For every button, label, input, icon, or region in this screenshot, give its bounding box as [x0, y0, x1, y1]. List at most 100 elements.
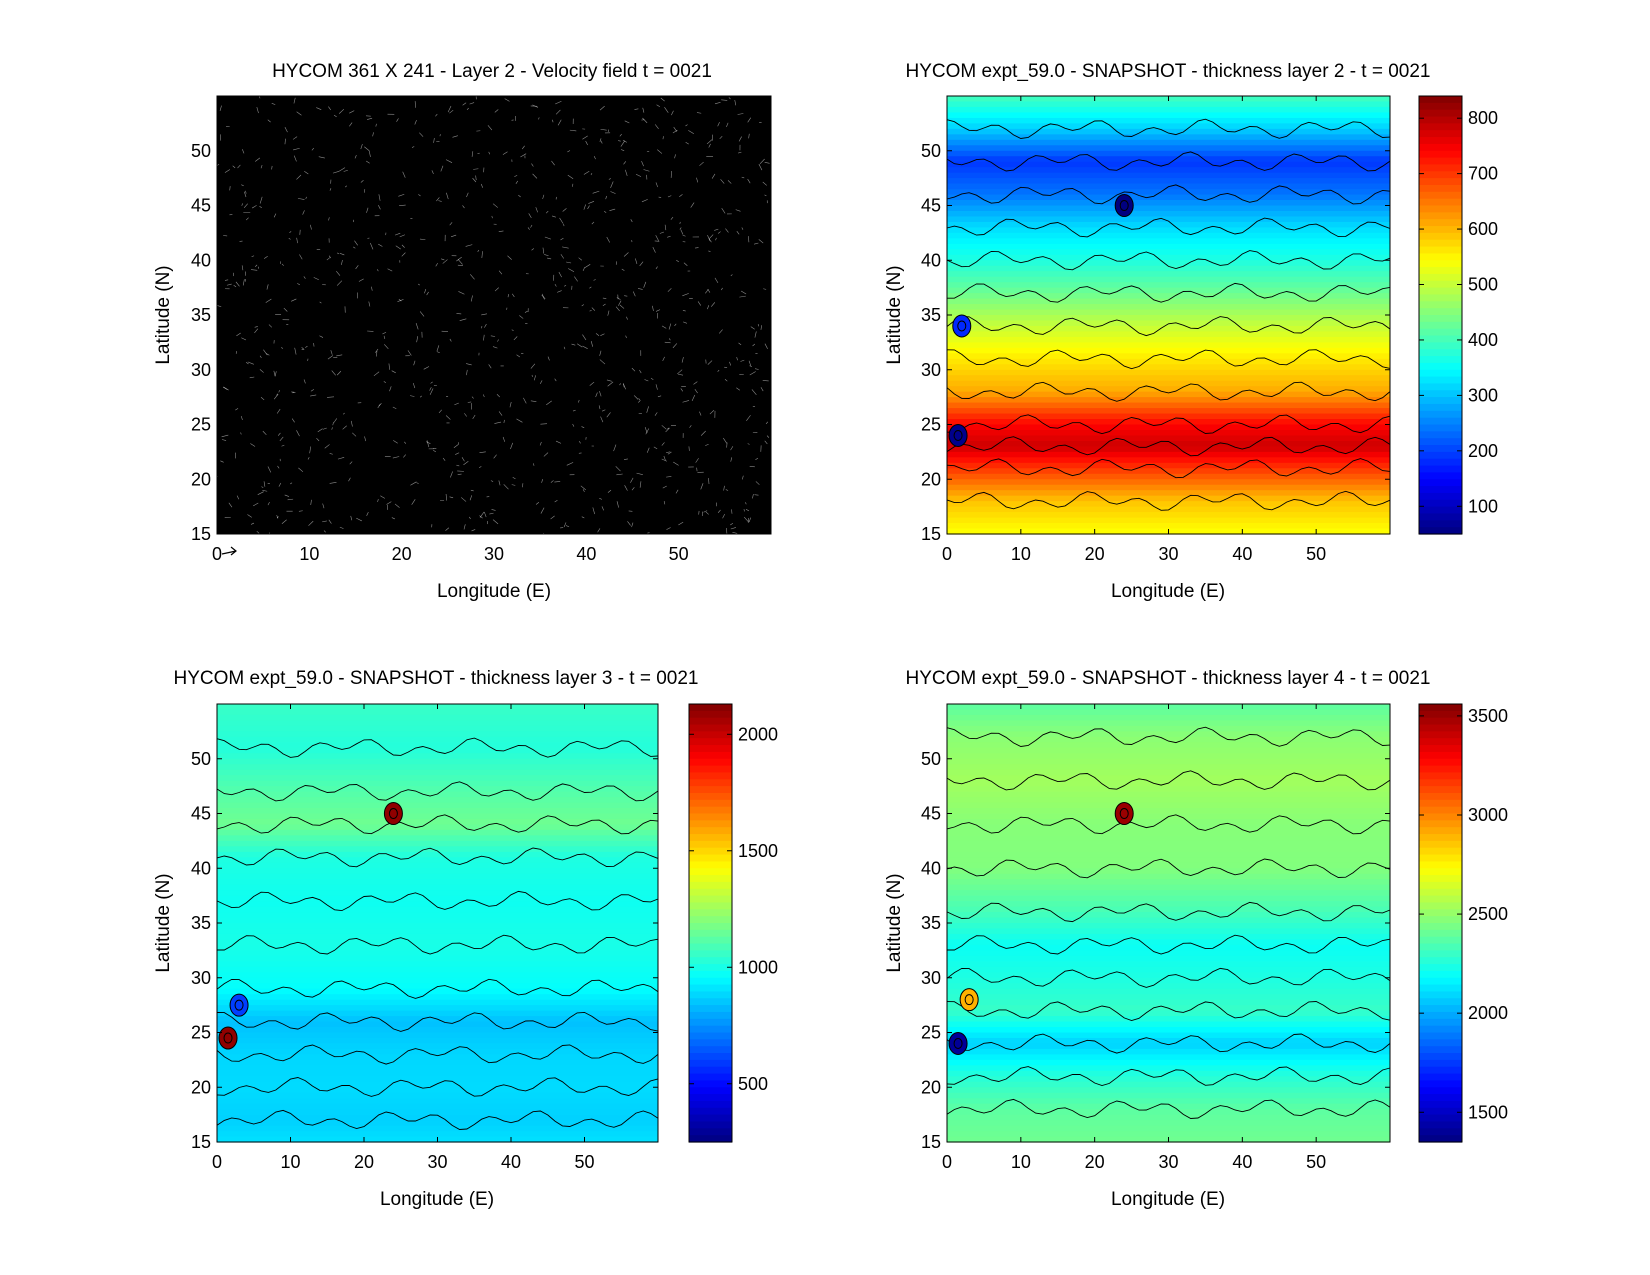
vector-mark [393, 440, 398, 444]
contour-line [216, 890, 659, 912]
contour-band [947, 1131, 1390, 1138]
x-tick-label: 0 [942, 544, 952, 564]
vector-mark [660, 97, 665, 102]
vector-mark [530, 224, 533, 228]
colorbar-swatch [689, 970, 732, 979]
colorbar-swatch [1419, 458, 1462, 467]
panel-velocity-ylabel: Latitude (N) [153, 265, 174, 364]
vector-mark [296, 111, 302, 116]
x-tick-label: 30 [1158, 1152, 1178, 1172]
vector-mark [589, 286, 592, 289]
x-tick-label: 20 [354, 1152, 374, 1172]
colorbar-swatch [1419, 1107, 1462, 1116]
vector-mark [714, 277, 719, 284]
vector-mark [584, 264, 591, 268]
vector-mark [429, 388, 434, 395]
panel-layer4: HYCOM expt_59.0 - SNAPSHOT - thickness l… [884, 668, 1508, 1210]
vector-mark [583, 171, 590, 175]
colorbar-swatch [689, 1018, 732, 1027]
vector-mark [322, 427, 327, 430]
vector-mark [403, 454, 406, 458]
vector-mark [588, 201, 595, 204]
contour-band [947, 408, 1390, 415]
colorbar-swatch [1419, 710, 1462, 719]
x-tick-label: 50 [574, 1152, 594, 1172]
vector-mark [398, 193, 405, 197]
vector-mark [707, 360, 713, 365]
eddy-mark [218, 1026, 238, 1050]
colorbar-swatch [1419, 923, 1462, 931]
vector-mark [724, 378, 728, 382]
colorbar-swatch [689, 1059, 732, 1068]
colorbar-swatch [1419, 383, 1462, 391]
vector-mark [293, 155, 297, 162]
contour-band [217, 786, 658, 793]
vector-mark [714, 102, 721, 105]
vector-mark [551, 215, 556, 218]
vector-mark [661, 458, 667, 462]
vector-mark [760, 325, 762, 330]
vector-mark [535, 207, 538, 213]
vector-mark [682, 234, 686, 237]
vector-mark [730, 446, 734, 451]
colorbar-swatch [1419, 424, 1462, 432]
vector-mark [743, 516, 749, 522]
contour-band [217, 1059, 658, 1066]
vector-mark [759, 158, 765, 165]
vector-mark [613, 444, 617, 452]
contour-band [947, 1098, 1390, 1105]
contour-band [947, 172, 1390, 179]
vector-mark [524, 310, 528, 313]
vector-mark [708, 250, 711, 252]
vector-mark [424, 288, 427, 294]
eddy-core [953, 429, 963, 441]
colorbar-swatch [689, 1011, 732, 1020]
vector-mark [711, 173, 716, 179]
contour-line [946, 184, 1391, 205]
y-tick-label: 15 [191, 524, 211, 544]
vector-mark [554, 378, 557, 382]
contour-band [947, 315, 1390, 322]
colorbar-swatch [1419, 895, 1462, 904]
vector-mark [685, 124, 688, 127]
vector-mark [635, 258, 638, 264]
contour-band [947, 769, 1390, 776]
vector-mark [326, 257, 331, 261]
colorbar-swatch [689, 765, 732, 774]
vector-mark [600, 416, 604, 423]
vector-mark [606, 412, 611, 418]
vector-mark [710, 302, 716, 307]
panel-layer3-xlabel: Longitude (E) [380, 1189, 494, 1210]
colorbar-swatch [689, 984, 732, 993]
colorbar-swatch [689, 916, 732, 924]
vector-mark [402, 171, 406, 178]
vector-mark [498, 480, 501, 486]
contour-band [947, 961, 1390, 968]
vector-mark [378, 243, 383, 247]
vector-mark [721, 287, 723, 291]
vector-mark [352, 432, 357, 437]
colorbar-swatch [689, 977, 732, 986]
vector-mark [683, 321, 688, 324]
vector-mark [717, 122, 720, 127]
contour-band [947, 369, 1390, 376]
vector-mark [328, 106, 331, 111]
colorbar-swatch [1419, 964, 1462, 972]
contour-band [947, 890, 1390, 897]
vector-mark [370, 242, 374, 250]
vector-mark [319, 335, 324, 338]
y-tick-label: 35 [191, 305, 211, 325]
colorbar-swatch [1419, 232, 1462, 241]
contour-band [947, 736, 1390, 743]
colorbar-swatch [689, 1121, 732, 1129]
vector-mark [464, 413, 467, 417]
contour-band [217, 1092, 658, 1099]
contour-band [947, 1010, 1390, 1017]
vector-mark [255, 157, 261, 162]
vector-mark [682, 310, 686, 312]
vector-mark [244, 191, 247, 198]
colorbar-swatch [1419, 1053, 1462, 1061]
colorbar-swatch [689, 751, 732, 760]
contour-band [947, 336, 1390, 343]
vector-mark [531, 163, 534, 167]
